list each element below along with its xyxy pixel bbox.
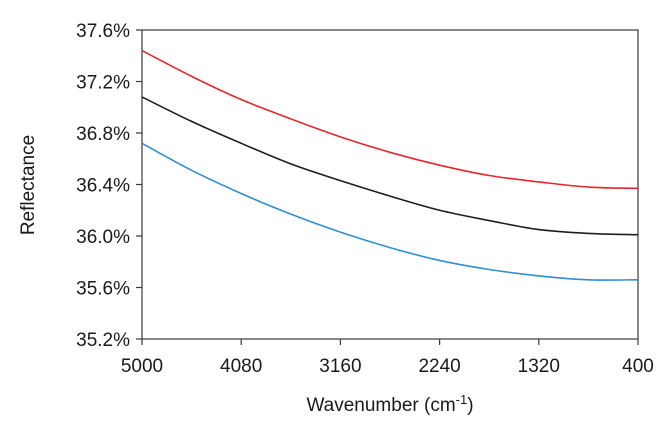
x-tick-label: 4080 xyxy=(220,356,262,377)
x-tick-label: 400 xyxy=(622,356,654,377)
x-tick-label: 1320 xyxy=(518,356,560,377)
x-axis-label-suffix: ) xyxy=(467,395,473,416)
x-axis-ticks: 5000 4080 3160 2240 1320 400 xyxy=(121,339,654,377)
y-tick-label: 35.2% xyxy=(76,330,130,351)
y-tick-label: 36.8% xyxy=(76,124,130,145)
series-line-1 xyxy=(141,49,639,190)
y-tick-label: 35.6% xyxy=(76,279,130,300)
x-axis-label-superscript: -1 xyxy=(456,392,468,407)
y-tick-label: 37.2% xyxy=(76,73,130,94)
x-tick-label: 2240 xyxy=(418,356,460,377)
y-tick-label: 37.6% xyxy=(76,21,130,42)
x-tick-label: 3160 xyxy=(319,356,361,377)
x-axis-label: Wavenumber (cm-1) xyxy=(306,392,473,416)
y-tick-label: 36.4% xyxy=(76,176,130,197)
y-tick-label: 36.0% xyxy=(76,227,130,248)
series-line-3 xyxy=(141,142,639,281)
y-axis-label: Reflectance xyxy=(18,135,39,235)
series-line-2 xyxy=(141,96,639,236)
series-lines xyxy=(141,49,639,281)
y-axis-ticks: 35.2% 35.6% 36.0% 36.4% 36.8% 37.2% 37.6% xyxy=(76,21,142,351)
x-tick-label: 5000 xyxy=(121,356,163,377)
